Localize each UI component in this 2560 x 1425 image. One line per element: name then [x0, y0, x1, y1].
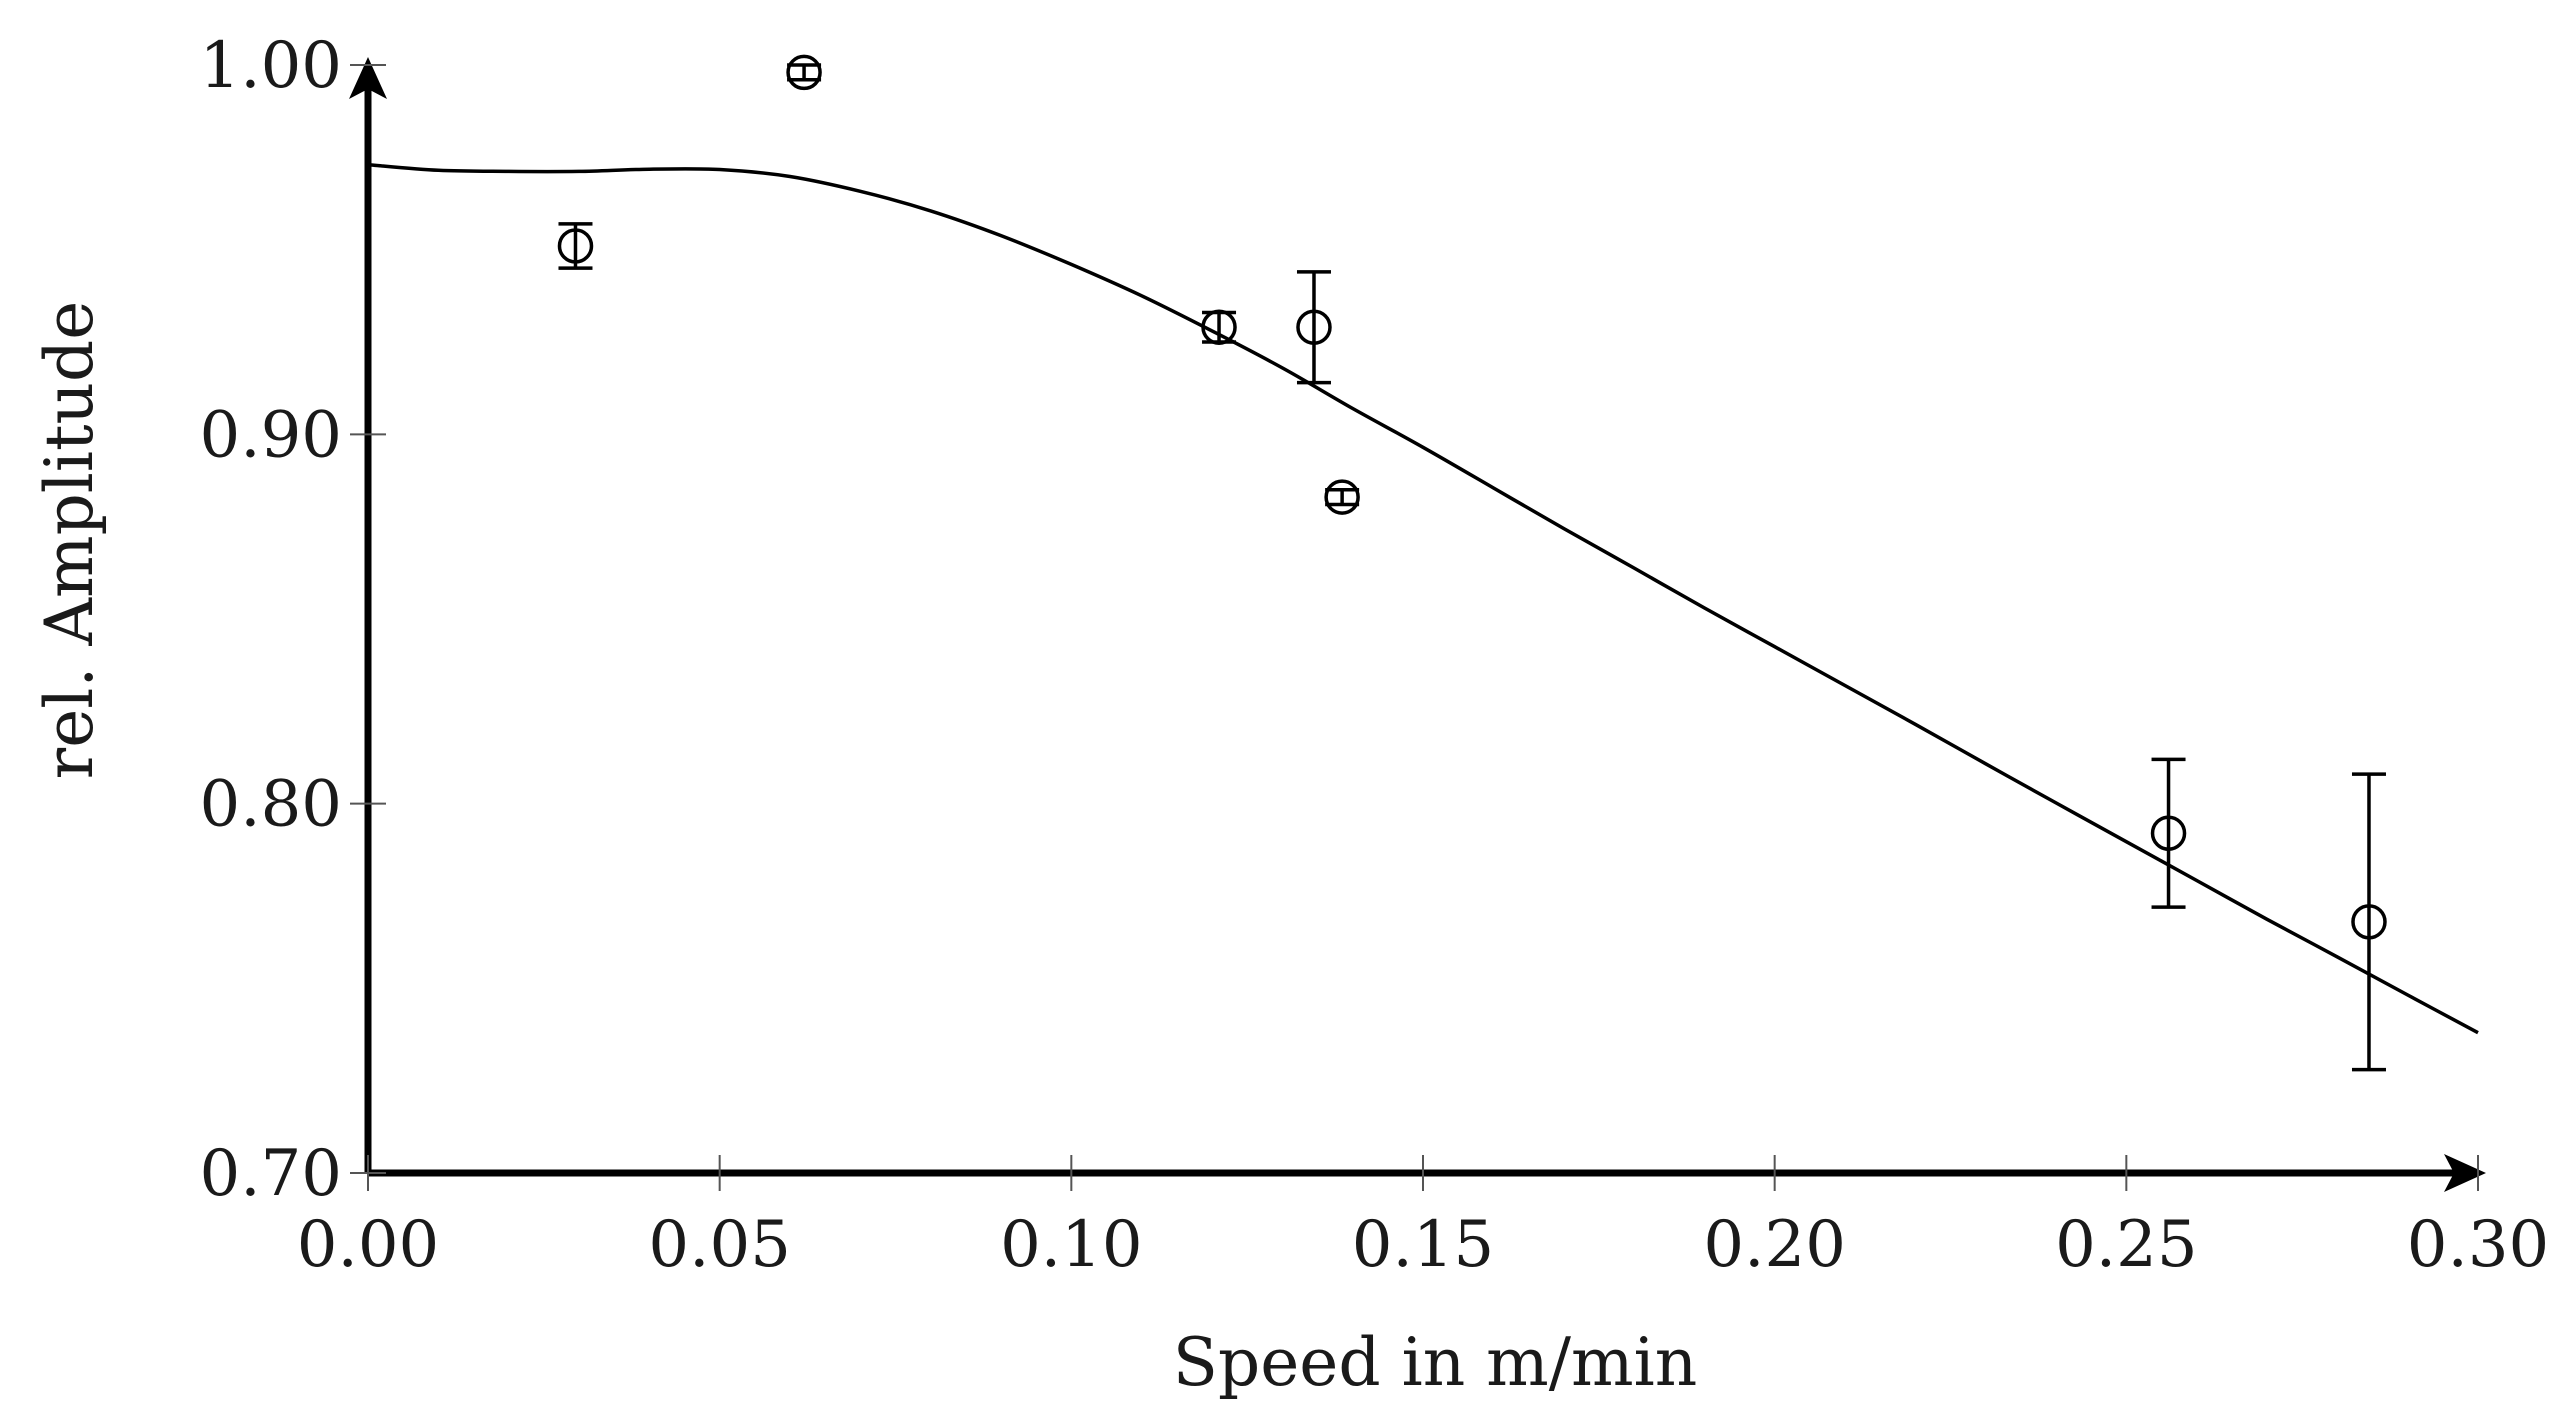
point-marker: [786, 54, 822, 91]
tick-labels: 0.00 0.05 0.10 0.15 0.20 0.25 0.30 0.70 0.80 0.90…: [200, 29, 2550, 1282]
data-point: [2351, 772, 2387, 1072]
points-layer: [557, 54, 2387, 1072]
data-point: [1296, 270, 1332, 385]
x-tick-label: 0.15: [1352, 1208, 1495, 1282]
point-marker: [557, 228, 594, 264]
data-point: [786, 54, 822, 91]
point-marker: [1296, 309, 1332, 345]
data-point: [1324, 479, 1360, 515]
y-tick-label: 0.70: [200, 1137, 343, 1211]
axes: [349, 57, 2486, 1192]
y-tick-label: 1.00: [200, 29, 343, 103]
y-tick-label: 0.80: [200, 768, 343, 842]
data-point: [2150, 757, 2187, 909]
x-tick-label: 0.10: [1000, 1208, 1143, 1282]
fit-curve: [367, 162, 2479, 1035]
fit-layer: [367, 162, 2479, 1035]
y-tick-label: 0.90: [200, 398, 343, 472]
x-axis-title: Speed in m/min: [1173, 1324, 1697, 1401]
point-marker: [1201, 309, 1237, 345]
x-tick-label: 0.00: [297, 1208, 440, 1282]
point-marker: [1324, 479, 1360, 515]
point-marker: [2351, 904, 2387, 940]
y-axis-arrow: [349, 57, 387, 99]
x-tick-label: 0.20: [1703, 1208, 1846, 1282]
data-point: [1201, 309, 1237, 345]
x-tick-label: 0.30: [2407, 1208, 2550, 1282]
x-tick-label: 0.05: [648, 1208, 791, 1282]
data-point: [557, 222, 594, 270]
x-tick-label: 0.25: [2055, 1208, 2198, 1282]
x-axis-arrow: [2444, 1154, 2486, 1192]
y-axis-title: rel. Amplitude: [31, 301, 108, 780]
point-marker: [2150, 815, 2187, 851]
